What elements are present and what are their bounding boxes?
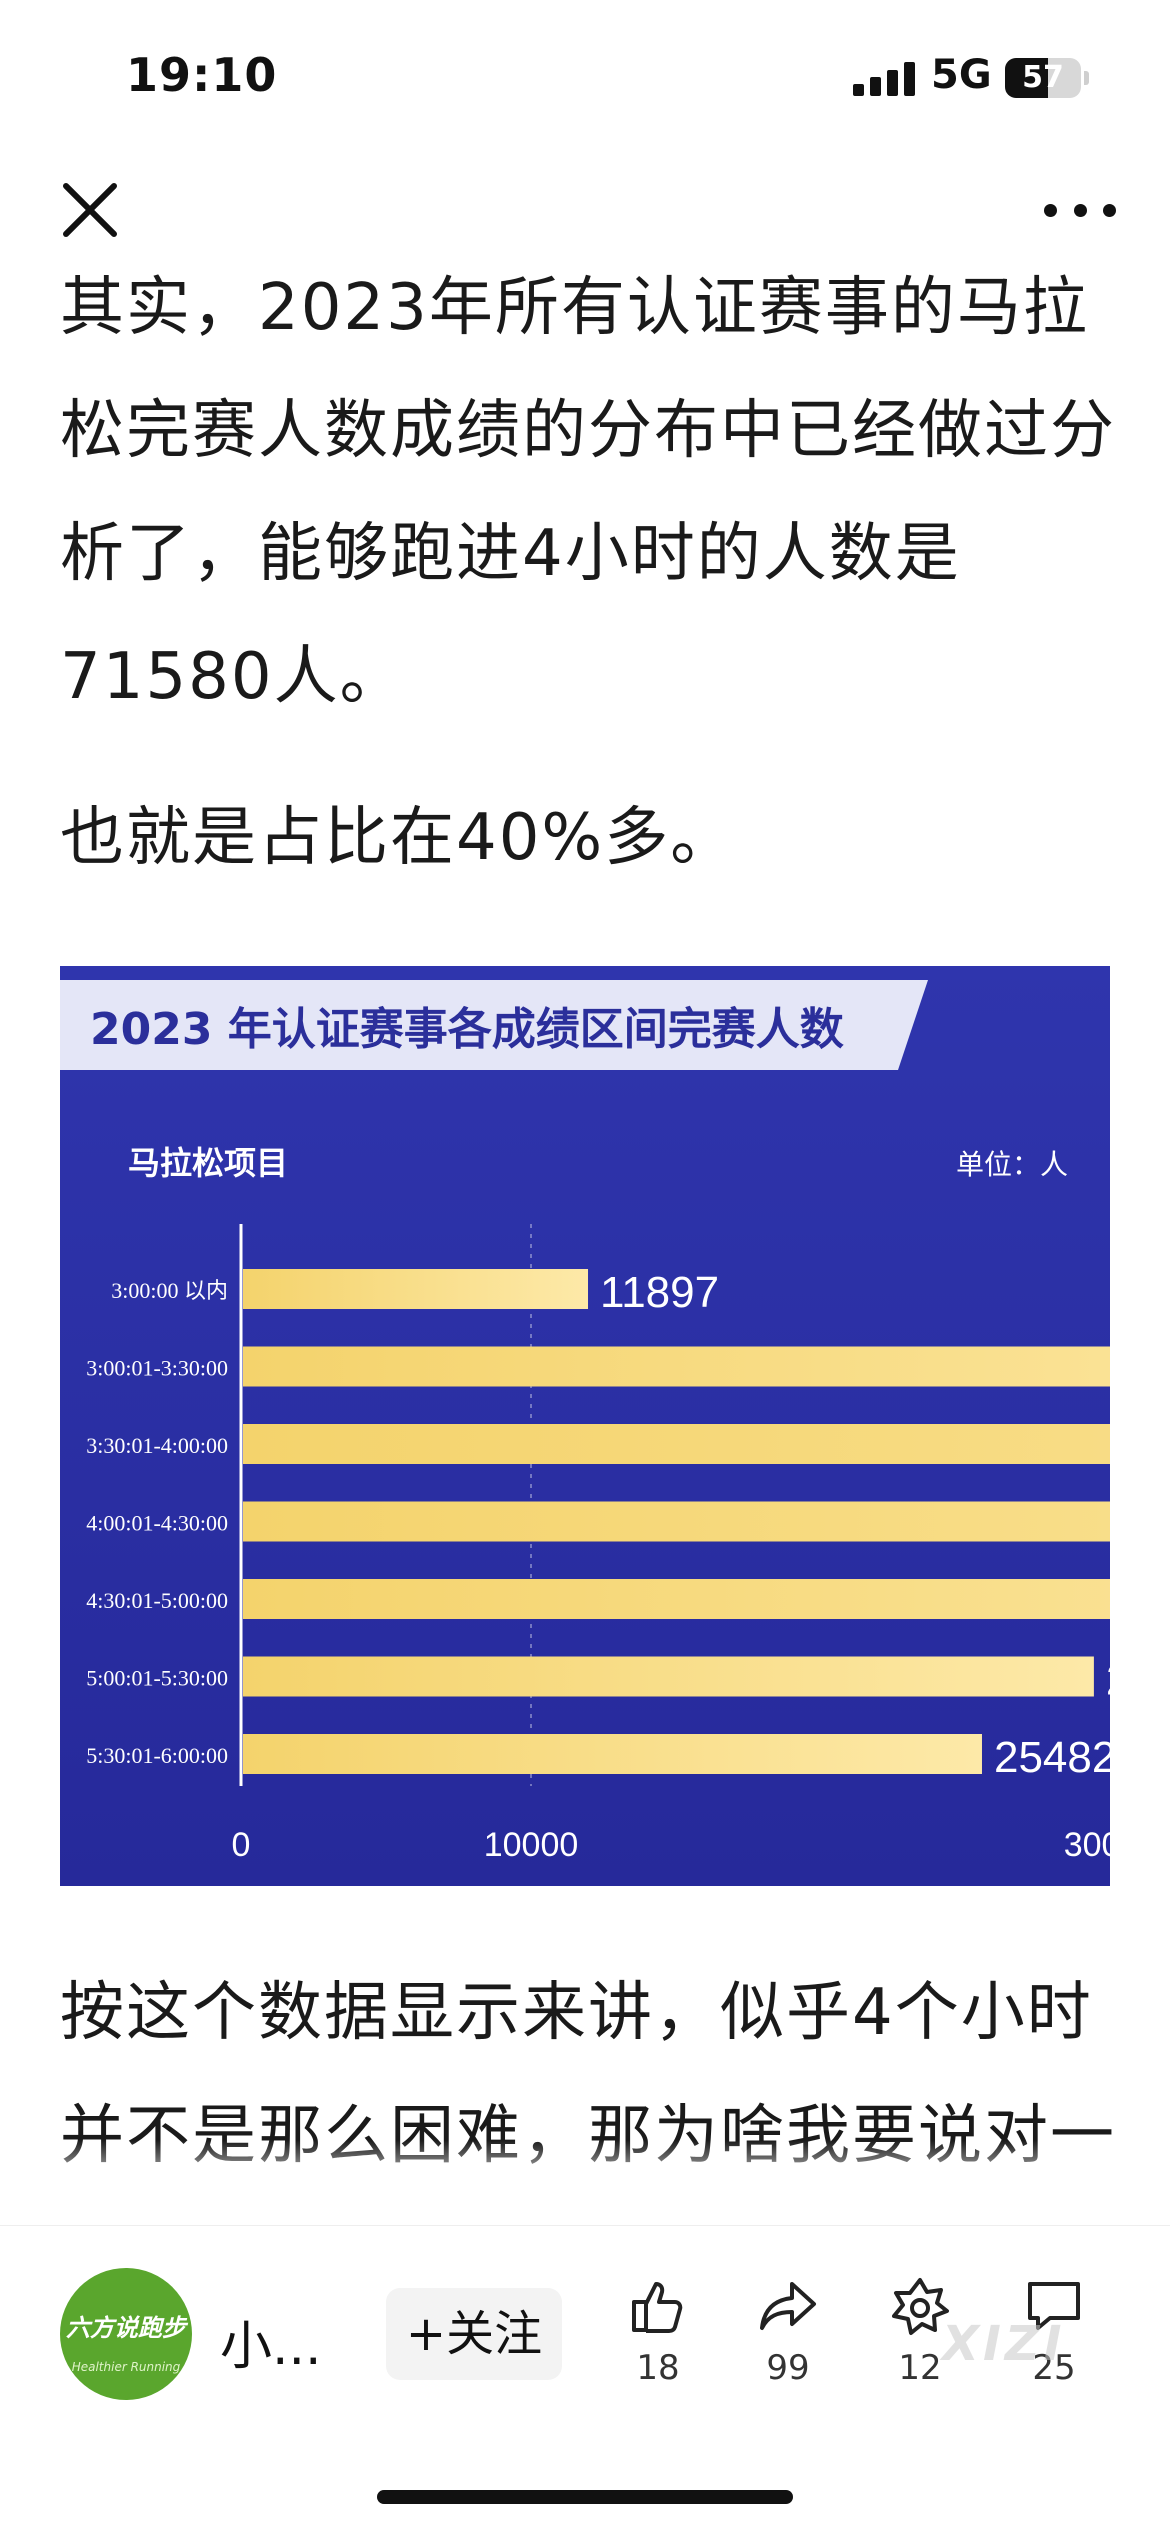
chart-bar xyxy=(243,1346,1170,1387)
comment-button[interactable]: 25 xyxy=(1004,2274,1104,2404)
watermark: XIZI xyxy=(942,2316,1066,2372)
chart-data-label: 25482 xyxy=(994,1733,1110,1782)
more-button[interactable] xyxy=(1040,182,1120,238)
chart-x-tick-label: 10000 xyxy=(484,1826,579,1864)
like-button[interactable]: 18 xyxy=(608,2274,708,2404)
chart-bar xyxy=(243,1269,589,1309)
flower-collect-icon xyxy=(892,2278,949,2335)
article-paragraph: 其实，2023年所有认证赛事的马拉松完赛人数成绩的分布中已经做过分析了，能够跑进… xyxy=(60,271,1116,714)
chart-bar xyxy=(243,1656,1094,1697)
close-button[interactable] xyxy=(58,178,122,242)
author-avatar[interactable]: 六方说跑步 Healthier Running xyxy=(60,2268,192,2400)
chart-bar xyxy=(243,1734,982,1774)
network-type: 5G xyxy=(931,52,992,98)
chart-unit-label: 单位：人 xyxy=(956,1148,1068,1181)
chart-category-label: 3:00:00 以内 xyxy=(111,1278,228,1303)
more-horizontal-icon xyxy=(1044,204,1057,217)
chart-bar xyxy=(243,1579,1170,1619)
battery-cap xyxy=(1084,71,1089,85)
chart-bar xyxy=(243,1424,1170,1464)
avatar-logo-subtext: Healthier Running xyxy=(71,2360,181,2374)
article-paragraph: 也就是占比在40%多。 xyxy=(60,801,737,875)
status-time: 19:10 xyxy=(126,48,278,102)
battery-icon: 57 xyxy=(1005,58,1081,98)
chart-category-label: 3:30:01-4:00:00 xyxy=(86,1433,228,1458)
cellular-signal-icon xyxy=(853,62,915,96)
chart-title: 2023 年认证赛事各成绩区间完赛人数 xyxy=(90,1004,844,1055)
status-bar: 19:10 5G 57 xyxy=(0,0,1170,150)
nav-bar xyxy=(0,150,1170,270)
collect-button[interactable]: 12 xyxy=(870,2274,970,2404)
close-icon xyxy=(63,183,117,237)
chart-x-tick-label: 0 xyxy=(232,1826,251,1864)
avatar-logo-text: 六方说跑步 xyxy=(66,2314,186,2342)
chart-category-label: 3:00:01-3:30:00 xyxy=(86,1356,228,1381)
chart-x-tick-label: 30000 xyxy=(1064,1826,1110,1864)
follow-button[interactable]: +关注 xyxy=(386,2288,562,2380)
battery-level: 57 xyxy=(1022,60,1064,95)
content-fade xyxy=(0,2140,1170,2230)
like-count: 18 xyxy=(636,2348,680,2388)
share-icon xyxy=(760,2282,816,2330)
chart-title-banner xyxy=(60,980,928,1070)
author-name[interactable]: 小... xyxy=(220,2317,322,2377)
bottom-toolbar: 六方说跑步 Healthier Running 小... +关注 18 99 1… xyxy=(0,2225,1170,2406)
chart-category-axis-label: 马拉松项目 xyxy=(128,1144,288,1182)
share-button[interactable]: 99 xyxy=(738,2274,838,2404)
bar-chart-image[interactable]: 2023 年认证赛事各成绩区间完赛人数马拉松项目 单位：人 3:00:00 以内 11… xyxy=(60,966,1170,1886)
chart-bar xyxy=(243,1501,1170,1542)
comment-count: 25 xyxy=(1032,2348,1076,2388)
thumbs-up-icon xyxy=(632,2282,683,2333)
chart-category-label: 5:00:01-5:30:00 xyxy=(86,1666,228,1691)
chart-data-label: 11897 xyxy=(600,1268,719,1317)
chart-category-label: 4:30:01-5:00:00 xyxy=(86,1588,228,1613)
chart-data-label: 29341 xyxy=(1106,1656,1110,1705)
share-count: 99 xyxy=(766,2348,810,2388)
collect-count: 12 xyxy=(898,2348,942,2388)
chart-category-label: 5:30:01-6:00:00 xyxy=(86,1743,228,1768)
comment-icon xyxy=(1028,2282,1080,2330)
home-indicator xyxy=(377,2490,793,2504)
battery-fill xyxy=(1005,58,1049,98)
chart-category-label: 4:00:01-4:30:00 xyxy=(86,1511,228,1536)
